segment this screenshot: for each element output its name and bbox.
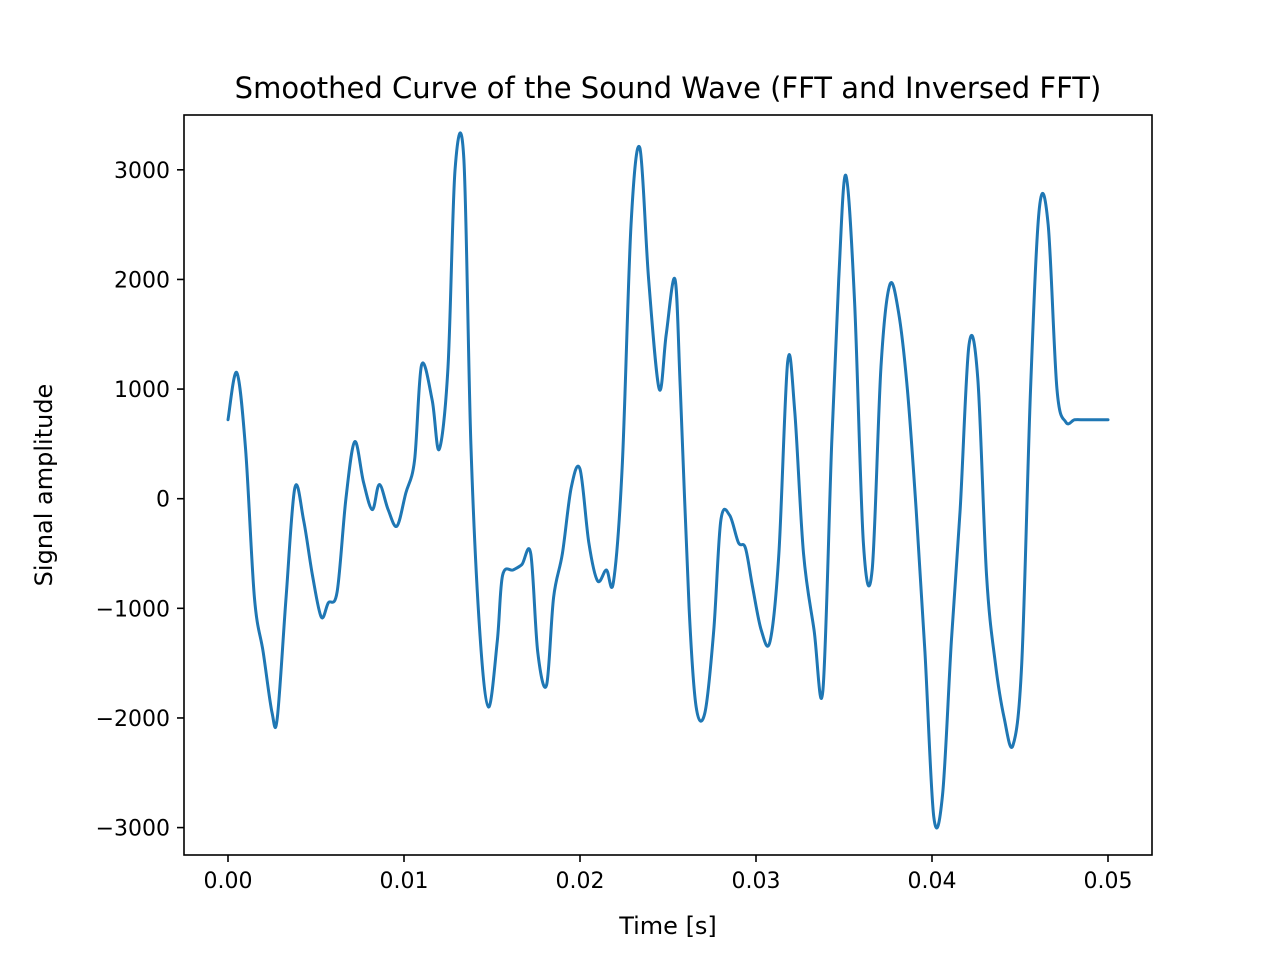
y-axis-label: Signal amplitude [30,384,58,587]
y-tick-label: 3000 [114,159,170,184]
y-tick-label: 1000 [114,378,170,403]
x-tick-label: 0.00 [204,869,253,894]
x-tick-label: 0.02 [556,869,605,894]
x-tick-label: 0.03 [732,869,781,894]
chart-title: Smoothed Curve of the Sound Wave (FFT an… [235,71,1102,105]
y-tick-label: −3000 [96,817,170,842]
y-tick-label: 2000 [114,268,170,293]
x-tick-label: 0.05 [1084,869,1133,894]
y-tick-label: −2000 [96,707,170,732]
x-axis-label: Time [s] [618,912,717,940]
y-tick-label: 0 [156,488,170,513]
series-line [226,131,1110,830]
x-tick-label: 0.04 [908,869,957,894]
y-tick-label: −1000 [96,597,170,622]
plot-frame [183,114,1153,856]
axis-ticks: 0.00 0.01 0.02 0.03 0.04 0.05 −3000 −2000 −1000 0… [96,159,1133,894]
x-tick-label: 0.01 [380,869,429,894]
